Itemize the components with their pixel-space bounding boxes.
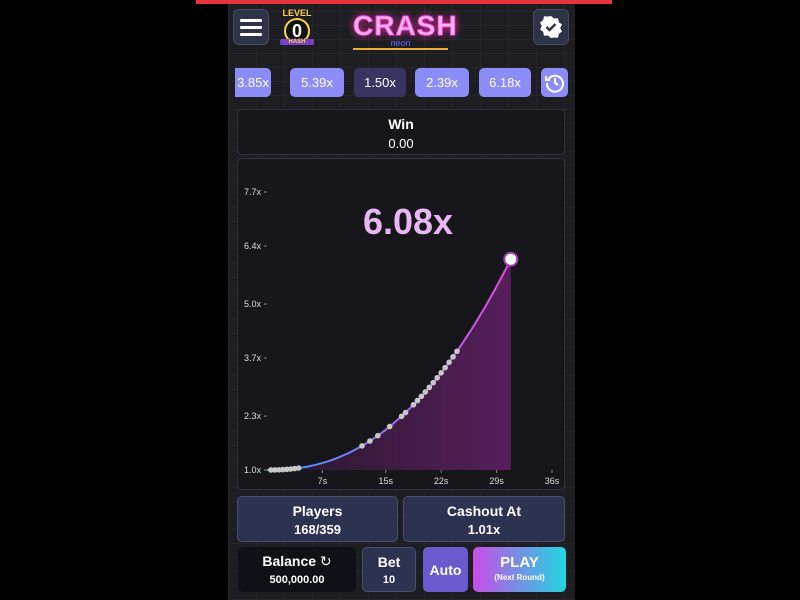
current-multiplier: 6.08x <box>362 201 454 242</box>
play-label: PLAY <box>500 554 539 571</box>
history-button[interactable] <box>541 68 568 97</box>
history-item[interactable]: 3.85x <box>235 68 271 97</box>
history-item[interactable]: 6.18x <box>479 68 531 97</box>
level-label: LEVEL <box>282 8 312 18</box>
players-stat: Players 168/359 <box>237 496 398 542</box>
bet-value: 10 <box>382 574 396 586</box>
logo-subtitle: neon <box>353 38 448 50</box>
play-button[interactable]: PLAY (Next Round) <box>473 547 566 592</box>
bet-label: Bet <box>377 554 401 570</box>
x-tick-label: 15s <box>378 476 393 486</box>
hamburger-icon <box>240 19 262 36</box>
top-accent-bar <box>196 0 612 4</box>
cashout-point <box>295 465 302 471</box>
cashout-point <box>359 443 365 449</box>
cashout-point <box>386 423 393 430</box>
clock-history-icon <box>544 74 564 93</box>
win-panel: Win 0.00 <box>237 109 565 155</box>
refresh-icon[interactable]: ↻ <box>319 553 332 569</box>
players-label: Players <box>292 503 343 519</box>
crash-logo: CRASH neon <box>353 10 458 54</box>
cashout-point <box>434 374 441 381</box>
crash-chart-panel: 1.0x 2.3x 3.7x 5.0x 6.4x 7.7x 7s 15s 22s 29s 36s 6… <box>237 158 565 490</box>
play-sublabel: (Next Round) <box>494 573 545 582</box>
cashout-point <box>418 393 425 400</box>
win-label: Win <box>388 116 414 132</box>
curve-area <box>267 259 511 470</box>
cashout-value: 1.01x <box>467 522 501 537</box>
x-tick-label: 22s <box>434 476 449 486</box>
y-tick-label: 2.3x <box>244 411 262 421</box>
level-ribbon: HASH <box>280 39 314 45</box>
badge-check-icon <box>540 16 562 38</box>
menu-button[interactable] <box>233 9 269 45</box>
players-value: 168/359 <box>294 522 341 537</box>
win-value: 0.00 <box>388 136 414 151</box>
logo-title: CRASH <box>353 10 458 42</box>
history-item[interactable]: 1.50x <box>354 68 406 97</box>
y-tick-label: 7.7x <box>244 187 262 197</box>
cashout-point <box>438 369 444 376</box>
game-screen: LEVEL 0 HASH CRASH neon 3.85x 5.39x 1.50… <box>228 4 575 600</box>
cashout-point <box>414 397 421 404</box>
verified-button[interactable] <box>533 9 569 45</box>
auto-button[interactable]: Auto <box>423 547 468 592</box>
y-tick-label: 1.0x <box>244 465 262 475</box>
cashout-point <box>367 438 373 444</box>
cashout-point <box>375 432 381 439</box>
x-tick-label: 29s <box>489 476 504 486</box>
x-tick-label: 36s <box>545 476 560 486</box>
y-tick-label: 5.0x <box>244 299 262 309</box>
y-tick-label: 3.7x <box>244 353 262 363</box>
balance-panel: Balance ↻ 500,000.00 <box>238 547 356 592</box>
history-item[interactable]: 2.39x <box>415 68 469 97</box>
cashout-point <box>272 467 278 473</box>
balance-label: Balance <box>262 553 317 569</box>
cashout-label: Cashout At <box>446 503 522 519</box>
cashout-point <box>454 348 460 355</box>
crash-chart: 1.0x 2.3x 3.7x 5.0x 6.4x 7.7x 7s 15s 22s 29s 36s <box>244 172 560 486</box>
current-point <box>503 251 519 267</box>
cashout-point <box>430 379 437 386</box>
history-item[interactable]: 5.39x <box>290 68 344 97</box>
cashout-point <box>276 466 282 473</box>
x-tick-label: 7s <box>318 476 328 486</box>
bet-input[interactable]: Bet 10 <box>362 547 416 592</box>
cashout-point <box>398 413 405 420</box>
level-badge: LEVEL 0 HASH <box>278 8 316 54</box>
cashout-point <box>268 467 274 473</box>
cashout-point <box>450 354 456 360</box>
cashout-point <box>442 364 448 371</box>
cashout-point <box>446 359 452 366</box>
cashout-stat: Cashout At 1.01x <box>403 496 565 542</box>
cashout-point <box>422 389 429 395</box>
cashout-point <box>402 409 409 416</box>
y-tick-label: 6.4x <box>244 241 262 251</box>
balance-value: 500,000.00 <box>269 574 325 586</box>
cashout-point <box>410 401 417 408</box>
cashout-point <box>426 384 433 391</box>
